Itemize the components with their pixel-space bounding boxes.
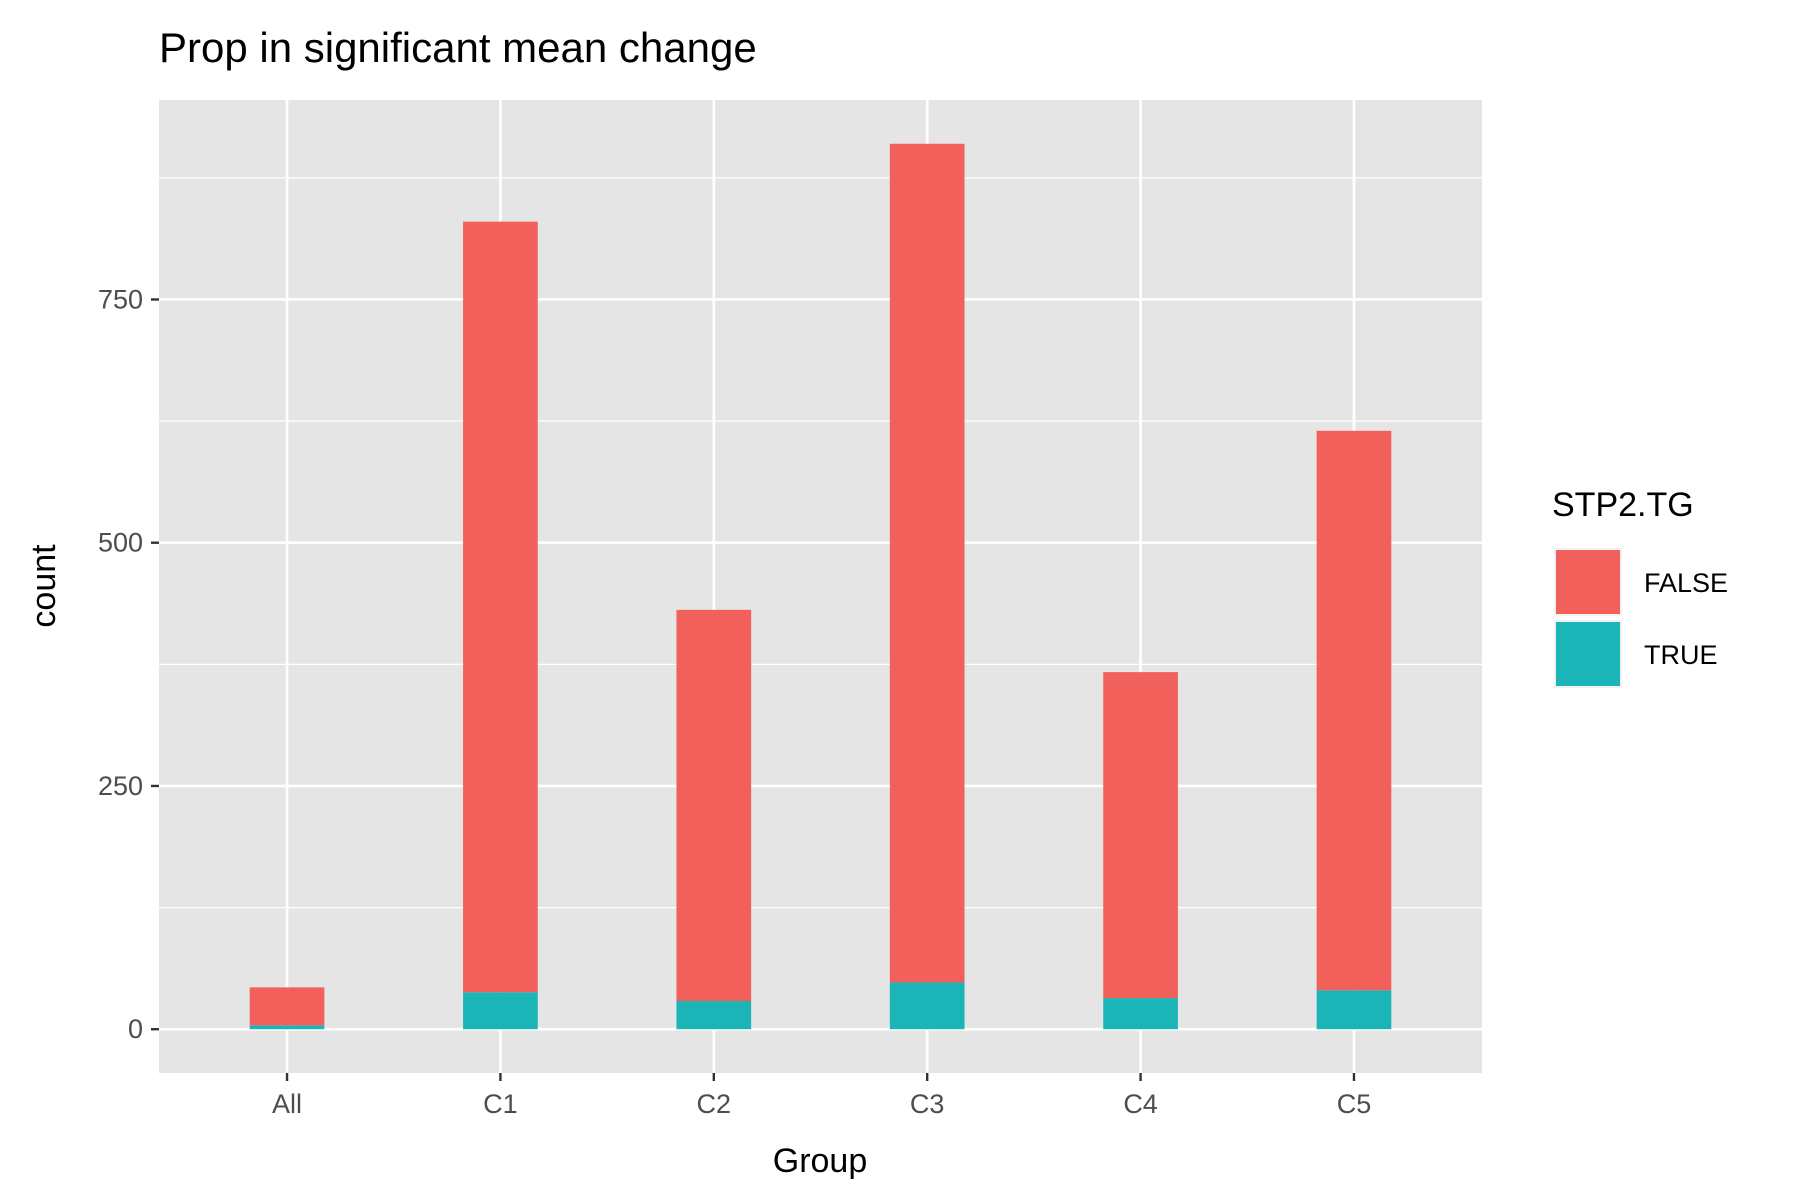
- bar-false-c1: [463, 221, 538, 993]
- bar-true-c1: [463, 992, 538, 1030]
- y-tick-label: 750: [98, 284, 143, 314]
- x-tick-label: C1: [483, 1089, 518, 1119]
- legend-title: STP2.TG: [1552, 486, 1694, 524]
- legend-items: FALSE TRUE: [1554, 548, 1728, 688]
- bar-true-c4: [1103, 998, 1178, 1030]
- x-tick-label: C3: [910, 1089, 945, 1119]
- x-axis-title: Group: [773, 1142, 868, 1180]
- bars: [249, 143, 1392, 1030]
- y-axis-title: count: [25, 544, 63, 628]
- y-tick-label: 250: [98, 771, 143, 801]
- bar-true-c5: [1316, 990, 1392, 1030]
- y-tick-label: 0: [128, 1014, 143, 1044]
- bar-false-c3: [889, 143, 965, 983]
- chart-title: Prop in significant mean change: [159, 24, 757, 71]
- bar-true-all: [249, 1025, 325, 1030]
- y-tick-label: 500: [98, 528, 143, 558]
- x-tick-label: C4: [1123, 1089, 1158, 1119]
- legend-swatch-false: [1556, 550, 1620, 614]
- bar-false-c2: [676, 609, 752, 1001]
- x-tick-label: C5: [1337, 1089, 1372, 1119]
- x-tick-label: All: [272, 1089, 302, 1119]
- x-tick-label: C2: [697, 1089, 732, 1119]
- bar-true-c3: [889, 982, 965, 1030]
- legend-swatch-true: [1556, 622, 1620, 686]
- bar-false-c4: [1103, 672, 1178, 999]
- legend: STP2.TG FALSE TRUE: [1552, 486, 1728, 688]
- plot-panel: [159, 100, 1482, 1073]
- legend-label-false: FALSE: [1644, 568, 1728, 598]
- legend-label-true: TRUE: [1644, 640, 1718, 670]
- axes: 0 250 500 750 All C1 C2 C3 C4 C5: [98, 284, 1371, 1119]
- bar-false-c5: [1316, 430, 1392, 991]
- bar-false-all: [249, 987, 325, 1026]
- bar-true-c2: [676, 1000, 752, 1030]
